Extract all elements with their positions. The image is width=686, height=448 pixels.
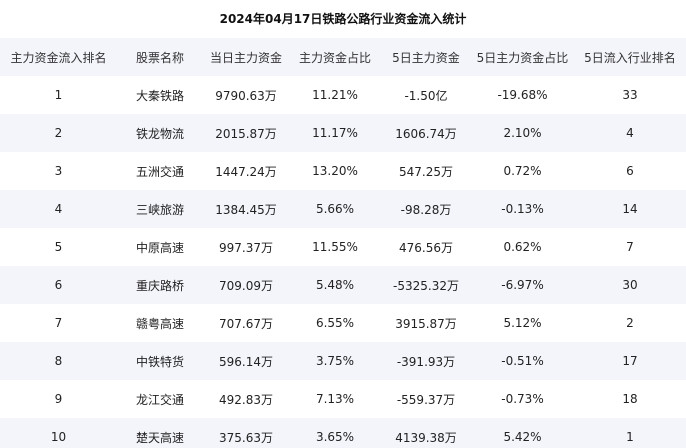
cell-stock-name: 龙江交通	[135, 392, 184, 407]
cell-daily-main-fund: 9790.63万	[215, 88, 277, 103]
cell-5day-main-fund-ratio: 5.42%	[503, 430, 542, 444]
cell-daily-main-fund: 492.83万	[219, 392, 273, 407]
cell-rank: 8	[54, 354, 63, 368]
cell-rank: 6	[54, 278, 63, 292]
cell-5day-main-fund: 547.25万	[399, 164, 453, 179]
cell-stock-name: 中原高速	[135, 240, 184, 255]
table-row: 5 中原高速 997.37万 11.55% 476.56万 0.62% 7	[0, 228, 686, 266]
cell-daily-main-fund: 375.63万	[219, 430, 273, 445]
cell-main-fund-ratio: 7.13%	[315, 392, 355, 406]
cell-main-fund-ratio: 11.17%	[312, 126, 358, 140]
cell-5day-main-fund: -98.28万	[400, 202, 452, 217]
column-header-daily-main-fund: 当日主力资金	[209, 50, 282, 65]
cell-rank: 5	[54, 240, 63, 254]
table-header-row: 主力资金流入排名 股票名称 当日主力资金 主力资金占比 5日主力资金 5日主力资…	[0, 38, 686, 76]
column-header-main-fund-ratio: 主力资金占比	[298, 50, 371, 65]
cell-5day-main-fund-ratio: -0.73%	[501, 392, 544, 406]
cell-daily-main-fund: 1384.45万	[215, 202, 277, 217]
cell-rank: 1	[54, 88, 63, 102]
column-header-rank: 主力资金流入排名	[10, 50, 107, 65]
cell-5day-main-fund: -391.93万	[396, 354, 456, 369]
cell-rank: 9	[54, 392, 63, 406]
cell-5day-main-fund-ratio: -0.51%	[501, 354, 544, 368]
cell-5day-main-fund: 4139.38万	[395, 430, 457, 445]
cell-5day-main-fund: -1.50亿	[404, 88, 448, 103]
cell-rank: 2	[54, 126, 63, 140]
cell-main-fund-ratio: 5.48%	[315, 278, 355, 292]
cell-stock-name: 赣粤高速	[135, 316, 184, 331]
cell-5day-main-fund: 476.56万	[399, 240, 453, 255]
cell-rank: 10	[50, 430, 67, 444]
cell-daily-main-fund: 2015.87万	[215, 126, 277, 141]
cell-main-fund-ratio: 11.21%	[312, 88, 358, 102]
cell-stock-name: 楚天高速	[135, 430, 184, 445]
cell-rank: 7	[54, 316, 63, 330]
cell-5day-main-fund-ratio: 5.12%	[503, 316, 542, 330]
column-header-5day-industry-rank: 5日流入行业排名	[584, 50, 676, 65]
cell-main-fund-ratio: 3.75%	[315, 354, 355, 368]
cell-5day-industry-rank: 17	[622, 354, 638, 368]
cell-daily-main-fund: 1447.24万	[215, 164, 277, 179]
cell-5day-industry-rank: 30	[622, 278, 638, 292]
cell-5day-main-fund-ratio: -19.68%	[497, 88, 548, 102]
cell-5day-main-fund: 3915.87万	[395, 316, 457, 331]
fund-flow-table: 主力资金流入排名 股票名称 当日主力资金 主力资金占比 5日主力资金 5日主力资…	[0, 38, 686, 448]
cell-5day-industry-rank: 6	[626, 164, 634, 178]
cell-5day-industry-rank: 7	[626, 240, 634, 254]
column-header-5day-main-fund-ratio: 5日主力资金占比	[476, 50, 569, 65]
table-row: 1 大秦铁路 9790.63万 11.21% -1.50亿 -19.68% 33	[0, 76, 686, 114]
column-header-stock-name: 股票名称	[135, 50, 184, 65]
table-row: 7 赣粤高速 707.67万 6.55% 3915.87万 5.12% 2	[0, 304, 686, 342]
table-row: 6 重庆路桥 709.09万 5.48% -5325.32万 -6.97% 30	[0, 266, 686, 304]
cell-daily-main-fund: 997.37万	[219, 240, 273, 255]
cell-5day-main-fund-ratio: 0.72%	[503, 164, 542, 178]
table-row: 2 铁龙物流 2015.87万 11.17% 1606.74万 2.10% 4	[0, 114, 686, 152]
cell-5day-industry-rank: 33	[622, 88, 638, 102]
cell-5day-main-fund-ratio: 0.62%	[503, 240, 542, 254]
cell-5day-industry-rank: 14	[622, 202, 638, 216]
cell-rank: 4	[54, 202, 63, 216]
cell-5day-main-fund: -5325.32万	[393, 278, 459, 293]
cell-stock-name: 大秦铁路	[135, 88, 184, 103]
cell-5day-main-fund-ratio: -0.13%	[501, 202, 544, 216]
cell-daily-main-fund: 596.14万	[219, 354, 273, 369]
cell-stock-name: 铁龙物流	[135, 126, 184, 141]
cell-5day-industry-rank: 18	[622, 392, 638, 406]
table-row: 10 楚天高速 375.63万 3.65% 4139.38万 5.42% 1	[0, 418, 686, 448]
table-row: 4 三峡旅游 1384.45万 5.66% -98.28万 -0.13% 14	[0, 190, 686, 228]
cell-5day-main-fund-ratio: 2.10%	[503, 126, 542, 140]
cell-5day-industry-rank: 4	[626, 126, 634, 140]
table-row: 8 中铁特货 596.14万 3.75% -391.93万 -0.51% 17	[0, 342, 686, 380]
cell-daily-main-fund: 709.09万	[219, 278, 273, 293]
column-header-5day-main-fund: 5日主力资金	[392, 50, 460, 65]
table-row: 9 龙江交通 492.83万 7.13% -559.37万 -0.73% 18	[0, 380, 686, 418]
cell-5day-main-fund-ratio: -6.97%	[501, 278, 544, 292]
cell-stock-name: 五洲交通	[135, 164, 184, 179]
cell-rank: 3	[54, 164, 63, 178]
cell-5day-industry-rank: 2	[626, 316, 634, 330]
cell-stock-name: 三峡旅游	[135, 202, 184, 217]
cell-main-fund-ratio: 11.55%	[312, 240, 358, 254]
cell-main-fund-ratio: 3.65%	[315, 430, 355, 444]
table-row: 3 五洲交通 1447.24万 13.20% 547.25万 0.72% 6	[0, 152, 686, 190]
table-title: 2024年04月17日铁路公路行业资金流入统计	[219, 12, 467, 26]
cell-main-fund-ratio: 5.66%	[315, 202, 355, 216]
cell-main-fund-ratio: 6.55%	[315, 316, 355, 330]
cell-stock-name: 中铁特货	[135, 354, 184, 369]
cell-5day-main-fund: -559.37万	[396, 392, 456, 407]
cell-stock-name: 重庆路桥	[135, 278, 184, 293]
cell-main-fund-ratio: 13.20%	[312, 164, 358, 178]
cell-5day-industry-rank: 1	[626, 430, 634, 444]
cell-5day-main-fund: 1606.74万	[395, 126, 457, 141]
cell-daily-main-fund: 707.67万	[219, 316, 273, 331]
